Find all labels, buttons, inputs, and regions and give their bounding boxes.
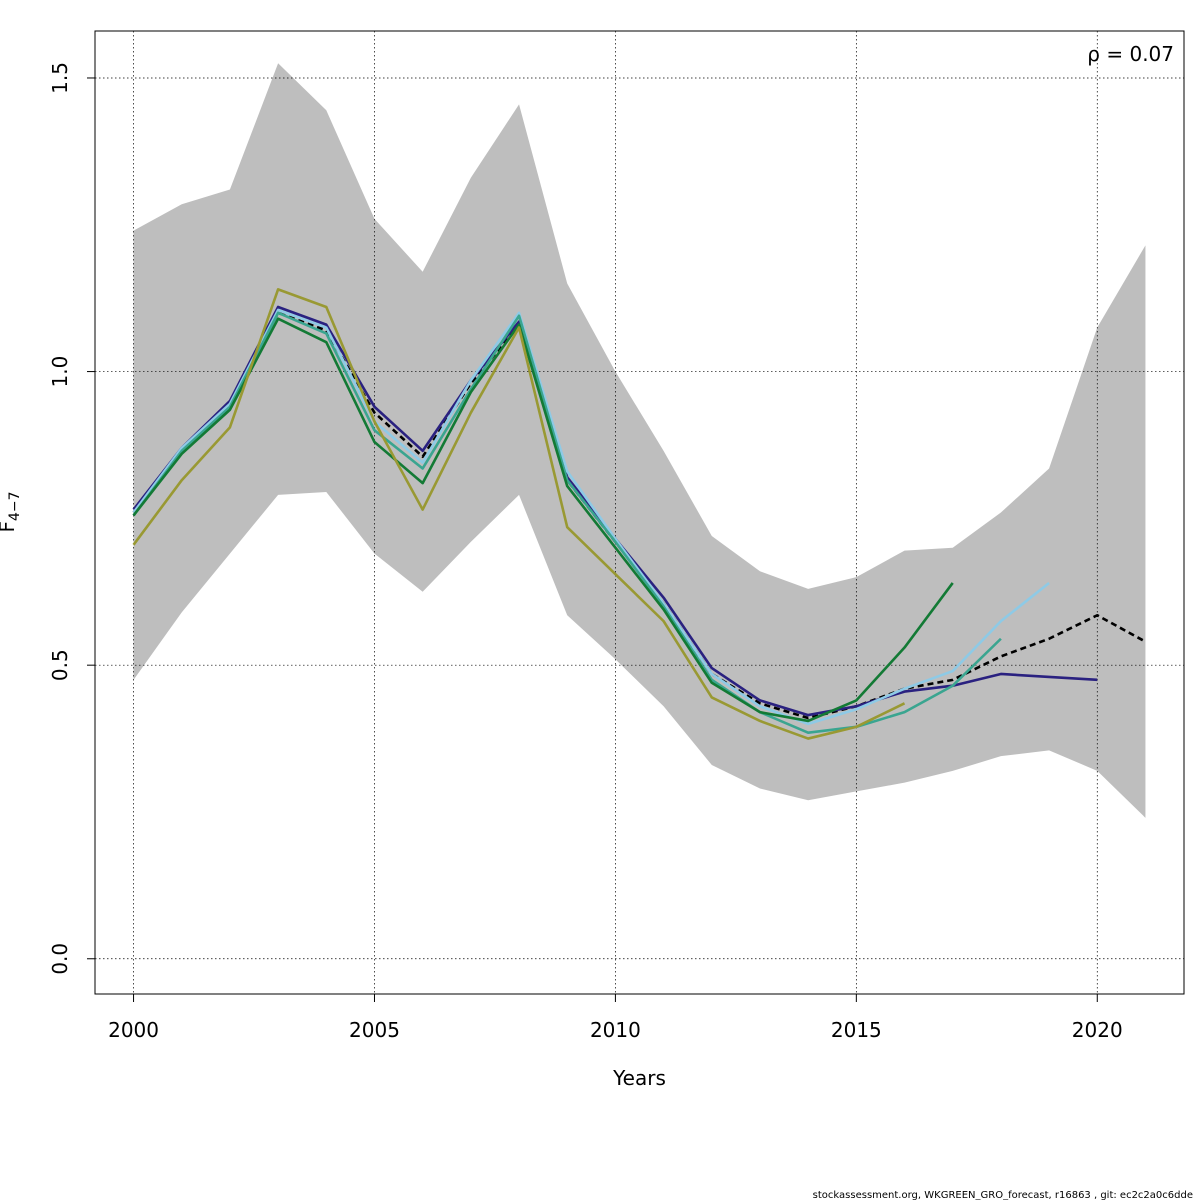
x-axis-title: Years xyxy=(612,1066,666,1090)
x-tick-label: 2005 xyxy=(349,1018,400,1042)
series-layer xyxy=(132,288,1147,740)
x-tick-label: 2015 xyxy=(831,1018,882,1042)
series-line-4 xyxy=(132,317,954,723)
axis-layer: 2000 2005 2010 2015 2020 0.0 0.5 1.0 1.5 xyxy=(48,62,1123,1042)
y-axis-title: F4−7 xyxy=(0,491,23,532)
footer-credit: stockassessment.org, WKGREEN_GRO_forecas… xyxy=(813,1190,1193,1200)
rho-annotation: ρ = 0.07 xyxy=(1087,42,1174,66)
x-tick-label: 2000 xyxy=(108,1018,159,1042)
y-axis-title-subscript: 4−7 xyxy=(7,491,23,521)
x-tick-label: 2010 xyxy=(590,1018,641,1042)
series-line-5 xyxy=(132,288,906,740)
confidence-band-layer xyxy=(133,63,1146,818)
confidence-band xyxy=(133,63,1146,818)
plot-frame xyxy=(94,30,1185,995)
grid-layer xyxy=(95,31,1184,994)
x-tick-label: 2020 xyxy=(1072,1018,1123,1042)
y-tick-label: 1.5 xyxy=(48,62,72,94)
y-tick-label: 0.5 xyxy=(48,649,72,681)
y-tick-label: 0.0 xyxy=(48,943,72,975)
y-tick-label: 1.0 xyxy=(48,356,72,388)
y-axis-title-main: F xyxy=(0,521,19,533)
series-line-2 xyxy=(132,308,1050,726)
